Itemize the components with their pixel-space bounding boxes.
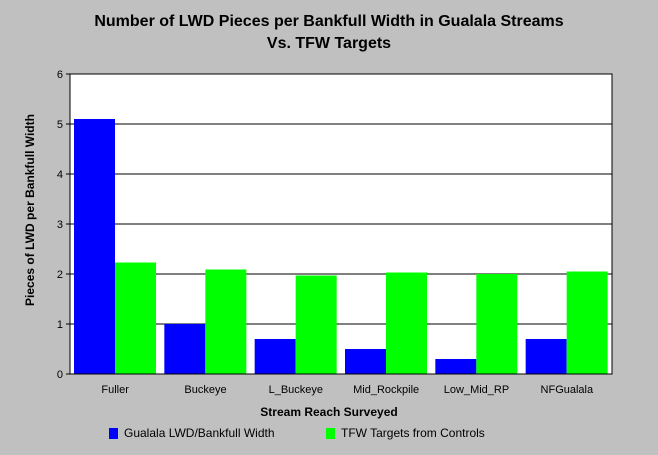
- plot-border: [69, 73, 613, 375]
- bar-gualala: [345, 349, 386, 374]
- legend-swatch-green: [326, 427, 335, 439]
- bar-gualala: [254, 339, 296, 374]
- y-axis-label: Pieces of LWD per Bankfull Width: [23, 114, 37, 306]
- legend-label: TFW Targets from Controls: [341, 426, 485, 440]
- x-tick-label: L_Buckeye: [269, 384, 323, 396]
- bar-gualala: [435, 359, 477, 374]
- x-axis-label: Stream Reach Surveyed: [260, 405, 398, 419]
- x-tick-label: Mid_Rockpile: [353, 384, 419, 396]
- x-tick-label: Fuller: [101, 384, 129, 396]
- y-tick-label: 6: [57, 69, 63, 81]
- chart-subtitle: Vs. TFW Targets: [266, 35, 392, 52]
- legend-swatch-blue: [109, 427, 118, 439]
- bar-tfw: [386, 272, 427, 374]
- legend-item-tfw: TFW Targets from Controls: [326, 426, 485, 440]
- x-tick-label: Buckeye: [184, 384, 226, 396]
- legend-item-gualala: Gualala LWD/Bankfull Width: [109, 426, 275, 440]
- bar-tfw: [295, 275, 337, 374]
- bar-tfw: [115, 262, 156, 374]
- x-tick-label: NFGualala: [541, 384, 594, 396]
- bar-gualala: [74, 119, 115, 374]
- y-tick-label: 5: [57, 119, 63, 131]
- bar-gualala: [164, 324, 206, 374]
- x-tick-label: Low_Mid_RP: [444, 384, 509, 396]
- y-tick-label: 0: [57, 369, 63, 381]
- y-tick-label: 4: [57, 169, 63, 181]
- bar-gualala: [525, 339, 567, 374]
- legend-label: Gualala LWD/Bankfull Width: [124, 426, 275, 440]
- bar-tfw: [205, 269, 247, 374]
- y-tick-label: 2: [57, 269, 63, 281]
- y-tick-label: 3: [57, 219, 63, 231]
- bar-tfw: [566, 271, 608, 374]
- bar-tfw: [476, 274, 518, 374]
- y-tick-label: 1: [57, 319, 63, 331]
- chart-title: Number of LWD Pieces per Bankfull Width …: [94, 13, 564, 30]
